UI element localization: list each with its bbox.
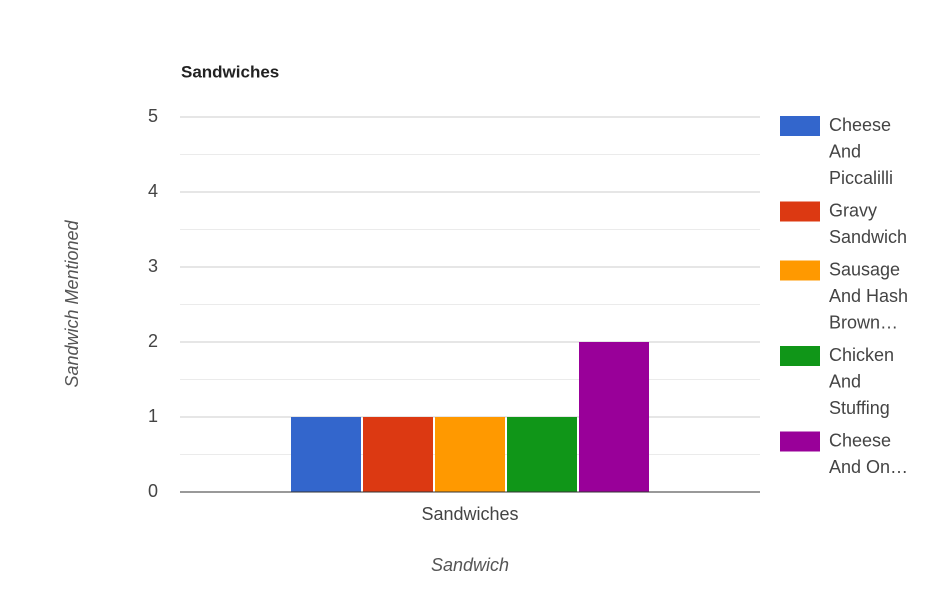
bar: [291, 417, 361, 492]
y-tick-label: 1: [148, 406, 158, 426]
legend-label: Gravy Sandwich: [829, 200, 907, 247]
bar: [579, 342, 649, 492]
legend-swatch: [780, 260, 820, 281]
legend-swatch: [780, 116, 820, 136]
chart-title: Sandwiches: [181, 62, 279, 81]
legend-swatch: [780, 346, 820, 366]
x-tick-label: Sandwiches: [421, 504, 518, 524]
y-axis-title: Sandwich Mentioned: [62, 219, 82, 387]
bar: [507, 417, 577, 492]
y-tick-label: 5: [148, 106, 158, 126]
y-tick-label: 3: [148, 256, 158, 276]
bar: [435, 417, 505, 492]
x-axis-title: Sandwich: [431, 555, 509, 575]
legend-label: Cheese And Piccalilli: [829, 115, 893, 188]
bar: [363, 417, 433, 492]
legend-label: Sausage And Hash Brown…: [829, 259, 908, 332]
legend-swatch: [780, 431, 820, 452]
y-tick-label: 2: [148, 331, 158, 351]
legend-label: Cheese And On…: [829, 430, 908, 477]
legend-label: Chicken And Stuffing: [829, 345, 894, 418]
y-tick-label: 0: [148, 481, 158, 501]
y-tick-label: 4: [148, 181, 158, 201]
legend-swatch: [780, 201, 820, 222]
